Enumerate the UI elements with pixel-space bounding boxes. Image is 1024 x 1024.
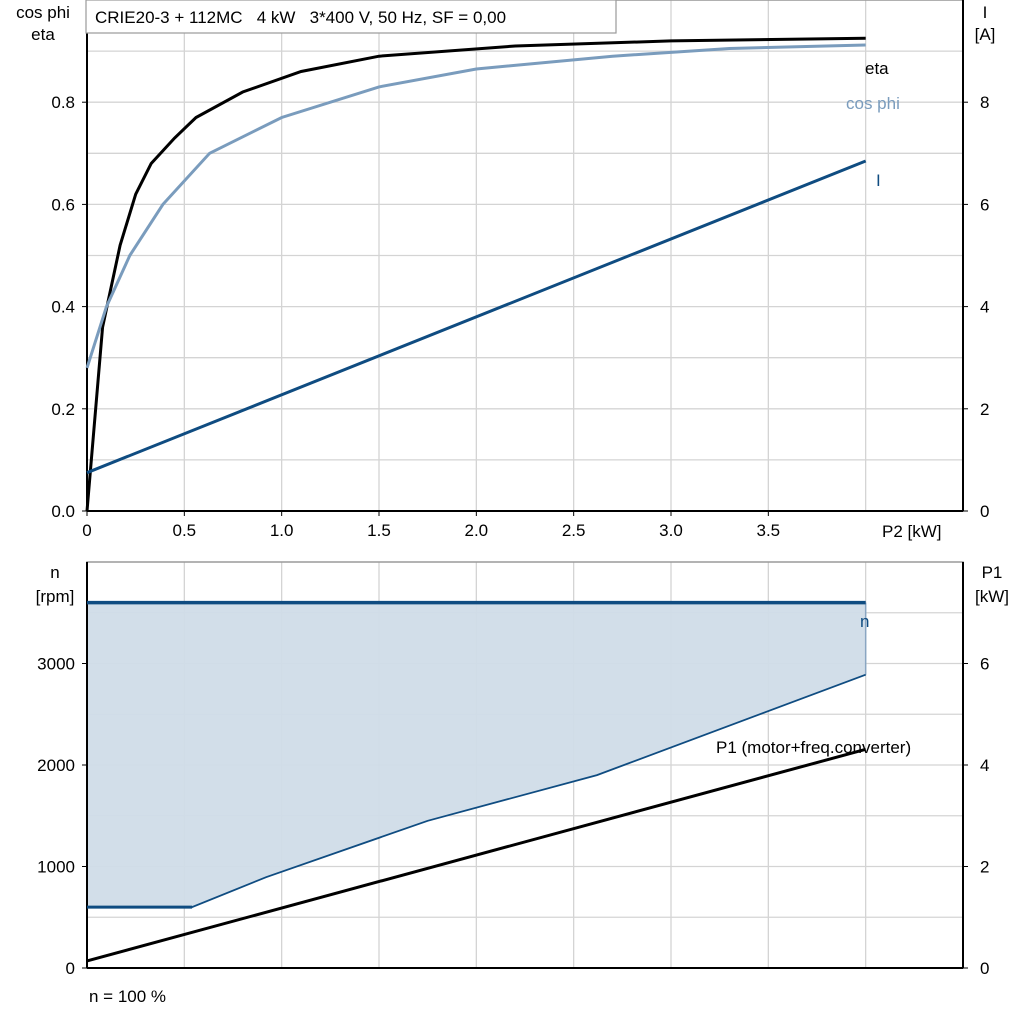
y-right-tick-label: 2: [980, 858, 989, 877]
x-tick-label: 2.0: [465, 521, 489, 540]
y-right-tick-label: 8: [980, 93, 989, 112]
y-left-tick-label: 2000: [37, 756, 75, 775]
y-right-tick-label: 4: [980, 756, 989, 775]
x-tick-label: 1.0: [270, 521, 294, 540]
x-tick-label: 1.5: [367, 521, 391, 540]
y-left-tick-label: 0.0: [51, 502, 75, 521]
series-I: [86, 159, 867, 475]
y-right-tick-label: 2: [980, 400, 989, 419]
x-tick-label: 3.5: [757, 521, 781, 540]
y-left-tick-label: 0.6: [51, 195, 75, 214]
y-left-tick-label: 0: [66, 959, 75, 978]
y-right-tick-label: 0: [980, 502, 989, 521]
y-right-tick-label: 0: [980, 959, 989, 978]
y-left-label-2: [rpm]: [36, 587, 75, 606]
y-right-label-2: [A]: [975, 25, 996, 44]
y-left-tick-label: 0.4: [51, 298, 75, 317]
series-cos-phi: [85, 43, 866, 369]
y-left-tick-label: 1000: [37, 858, 75, 877]
y-left-label-1: cos phi: [16, 3, 70, 22]
y-right-tick-label: 6: [980, 195, 989, 214]
y-right-label-2: [kW]: [975, 587, 1009, 606]
operating-range-area: [87, 602, 866, 908]
y-left-tick-label: 3000: [37, 655, 75, 674]
title-box: [85, 0, 617, 34]
y-right-label-1: P1: [982, 563, 1003, 582]
y-right-tick-label: 6: [980, 655, 989, 674]
series-label-n: n: [860, 612, 869, 631]
chart-title: CRIE20-3 + 112MC 4 kW 3*400 V, 50 Hz, SF…: [95, 8, 506, 27]
series-label-P1: P1 (motor+freq.converter): [716, 738, 911, 757]
x-tick-label: 2.5: [562, 521, 586, 540]
series-n-min: [87, 673, 867, 908]
x-axis-label: P2 [kW]: [882, 522, 942, 541]
series-eta: [85, 36, 866, 512]
series-label-I: I: [876, 171, 881, 190]
footnote: n = 100 %: [89, 987, 166, 1006]
y-left-label-1: n: [50, 563, 59, 582]
y-left-tick-label: 0.8: [51, 93, 75, 112]
y-left-label-2: eta: [31, 25, 55, 44]
y-left-tick-label: 0.2: [51, 400, 75, 419]
series-P1: [86, 747, 867, 963]
y-right-tick-label: 4: [980, 298, 989, 317]
series-label-eta: eta: [865, 59, 889, 78]
series-label-cos-phi: cos phi: [846, 94, 900, 113]
y-right-label-1: I: [983, 3, 988, 22]
x-tick-label: 3.0: [659, 521, 683, 540]
x-tick-label: 0.5: [173, 521, 197, 540]
x-tick-label: 0: [82, 521, 91, 540]
